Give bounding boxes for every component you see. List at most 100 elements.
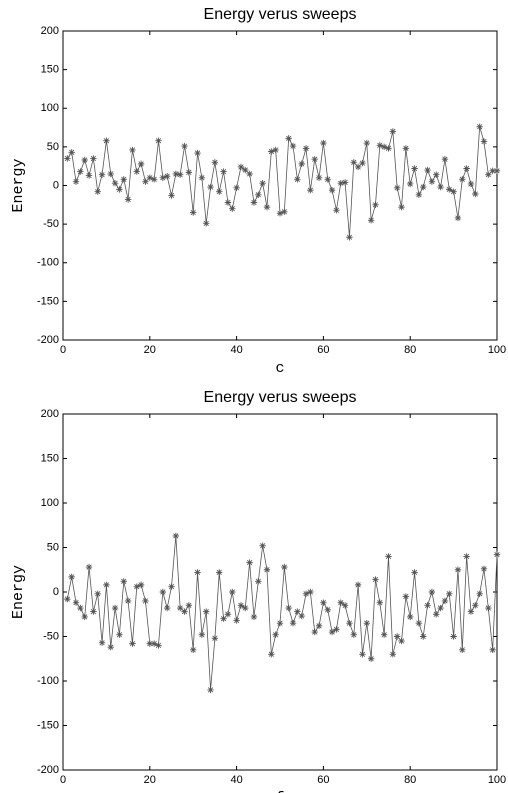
marker (415, 191, 423, 198)
marker (255, 578, 262, 585)
y-tick-label: -50 (43, 218, 59, 230)
marker (294, 176, 301, 183)
marker (116, 631, 123, 638)
marker (372, 201, 379, 209)
x-tick-label: 20 (144, 344, 156, 356)
marker (198, 631, 206, 638)
marker (472, 190, 479, 198)
y-tick-label: -200 (37, 334, 59, 346)
marker (480, 565, 488, 573)
marker (333, 626, 340, 633)
marker (137, 160, 145, 168)
marker (120, 176, 127, 183)
marker (150, 640, 158, 647)
marker (237, 602, 245, 609)
y-tick-label: -50 (43, 630, 59, 642)
marker (411, 165, 418, 172)
plot-frame (62, 413, 498, 771)
marker (224, 199, 232, 206)
marker (407, 613, 414, 621)
marker (281, 208, 288, 215)
marker (411, 569, 418, 576)
marker (324, 606, 331, 613)
y-tick-label: 200 (41, 25, 59, 37)
marker (493, 167, 501, 175)
marker (229, 588, 236, 596)
marker (450, 633, 457, 640)
marker (385, 145, 392, 152)
marker (389, 651, 397, 658)
marker (302, 590, 310, 597)
marker (242, 166, 249, 174)
marker (168, 583, 175, 590)
marker (441, 597, 449, 605)
marker (181, 608, 188, 615)
marker (324, 176, 331, 183)
marker (350, 159, 357, 166)
marker (272, 146, 279, 154)
marker (155, 642, 162, 649)
marker (124, 196, 132, 203)
marker (424, 602, 431, 609)
x-tick-label: 100 (488, 774, 506, 786)
marker (72, 599, 80, 606)
marker (203, 220, 210, 227)
marker (367, 655, 375, 662)
marker (142, 178, 149, 185)
chart-title: Energy verus sweeps (204, 389, 357, 406)
marker (64, 595, 71, 603)
marker (81, 613, 88, 621)
marker (346, 234, 353, 241)
marker (276, 210, 284, 217)
marker (68, 573, 75, 581)
marker (346, 619, 353, 627)
marker (454, 566, 462, 573)
marker (68, 149, 75, 156)
marker (385, 553, 392, 560)
marker (337, 599, 344, 606)
marker (85, 563, 93, 571)
marker (341, 602, 349, 609)
marker (103, 137, 110, 144)
marker (489, 167, 496, 175)
y-tick-label: -100 (37, 257, 59, 269)
marker (302, 145, 310, 152)
marker (393, 633, 401, 640)
x-axis-label: c (275, 360, 284, 377)
marker (337, 179, 344, 187)
marker (459, 176, 466, 183)
marker (194, 569, 201, 576)
marker (341, 179, 349, 186)
marker (220, 168, 227, 175)
marker (94, 188, 101, 195)
chart-title: Energy verus sweeps (204, 6, 357, 23)
marker (380, 631, 388, 638)
marker (285, 604, 292, 612)
marker (450, 188, 457, 195)
marker (307, 588, 314, 596)
marker (263, 203, 271, 211)
x-tick-label: 80 (404, 344, 416, 356)
marker (77, 168, 84, 175)
marker (137, 581, 145, 589)
marker (233, 184, 240, 192)
marker (424, 166, 431, 174)
y-tick-label: 150 (41, 452, 59, 464)
marker (328, 186, 336, 194)
marker (246, 559, 253, 566)
marker (159, 174, 167, 181)
marker (289, 619, 297, 627)
marker (207, 183, 214, 191)
y-tick-label: 50 (47, 141, 59, 153)
marker (480, 138, 488, 145)
marker (216, 569, 223, 576)
marker (311, 156, 318, 163)
marker (372, 576, 379, 583)
marker (255, 191, 262, 198)
marker (298, 612, 305, 620)
marker (428, 178, 436, 185)
marker (142, 597, 149, 605)
marker (198, 174, 206, 181)
y-tick-label: 100 (41, 102, 59, 114)
